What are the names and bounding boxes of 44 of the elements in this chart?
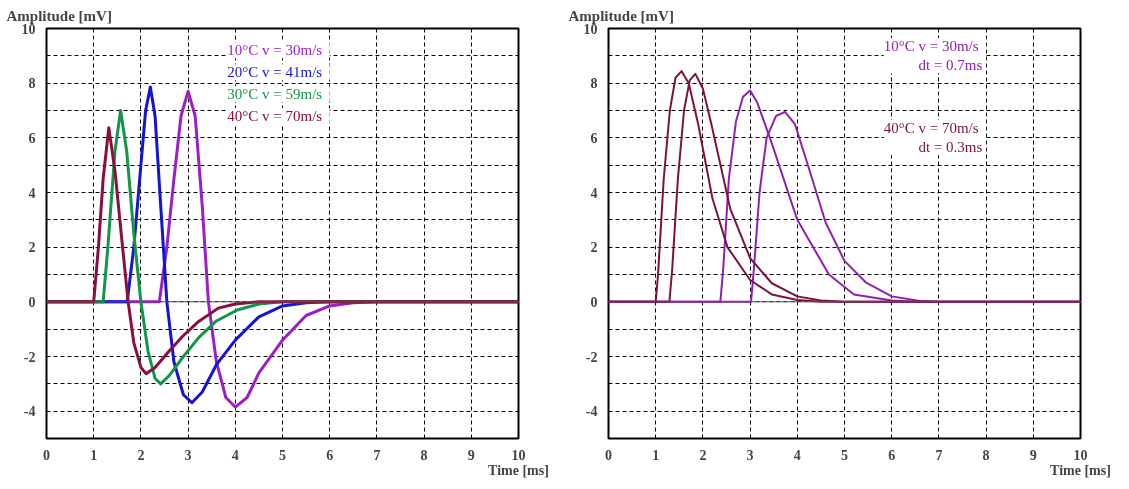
- x-tick-label: 1: [90, 447, 98, 463]
- x-tick-label: 8: [982, 447, 990, 463]
- x-tick-label: 5: [279, 447, 286, 463]
- x-tick-label: 10: [1073, 447, 1088, 463]
- y-tick-label: 2: [590, 240, 598, 256]
- y-tick-label: -2: [585, 349, 598, 365]
- x-tick-label: 9: [467, 447, 475, 463]
- text: 10°C v = 30m/s: [227, 42, 323, 59]
- text: 10°C v = 30m/s dt = 0.7ms: [883, 38, 983, 74]
- y-tick-label: -2: [23, 349, 36, 365]
- y-tick-label: -4: [585, 404, 598, 420]
- x-tick-label: 7: [373, 447, 381, 463]
- y-tick-label: 4: [590, 185, 598, 201]
- x-tick-label: 6: [888, 447, 896, 463]
- x-tick-label: 4: [231, 447, 239, 463]
- y-tick-label: 6: [28, 130, 36, 146]
- x-tick-label: 8: [420, 447, 428, 463]
- x-tick-label: 7: [935, 447, 943, 463]
- x-tick-label: 5: [841, 447, 848, 463]
- y-tick-label: 0: [590, 294, 598, 310]
- text: 30°C v = 59m/s: [227, 86, 323, 103]
- text: 40°C v = 70m/s dt = 0.3ms: [883, 120, 983, 156]
- y-tick-label: -4: [23, 404, 36, 420]
- x-tick-label: 6: [326, 447, 334, 463]
- y-tick-label: 8: [28, 76, 36, 92]
- x-axis-title: Time [ms]: [488, 462, 549, 478]
- y-tick-label: 6: [590, 130, 598, 146]
- text: 20°C v = 41m/s: [227, 64, 323, 81]
- x-tick-label: 2: [137, 447, 145, 463]
- x-tick-label: 9: [1029, 447, 1037, 463]
- x-tick-label: 3: [746, 447, 754, 463]
- x-tick-label: 2: [699, 447, 707, 463]
- x-tick-label: 0: [605, 447, 612, 463]
- x-axis-title: Time [ms]: [1050, 462, 1111, 478]
- y-tick-label: 2: [28, 240, 36, 256]
- x-tick-label: 0: [43, 447, 50, 463]
- x-tick-label: 1: [652, 447, 660, 463]
- y-tick-label: 4: [28, 185, 36, 201]
- x-tick-label: 3: [184, 447, 192, 463]
- y-tick-label: 0: [28, 294, 36, 310]
- x-tick-label: 4: [793, 447, 801, 463]
- text: 40°C v = 70m/s: [227, 107, 323, 124]
- y-tick-label: 8: [590, 76, 598, 92]
- x-tick-label: 10: [511, 447, 526, 463]
